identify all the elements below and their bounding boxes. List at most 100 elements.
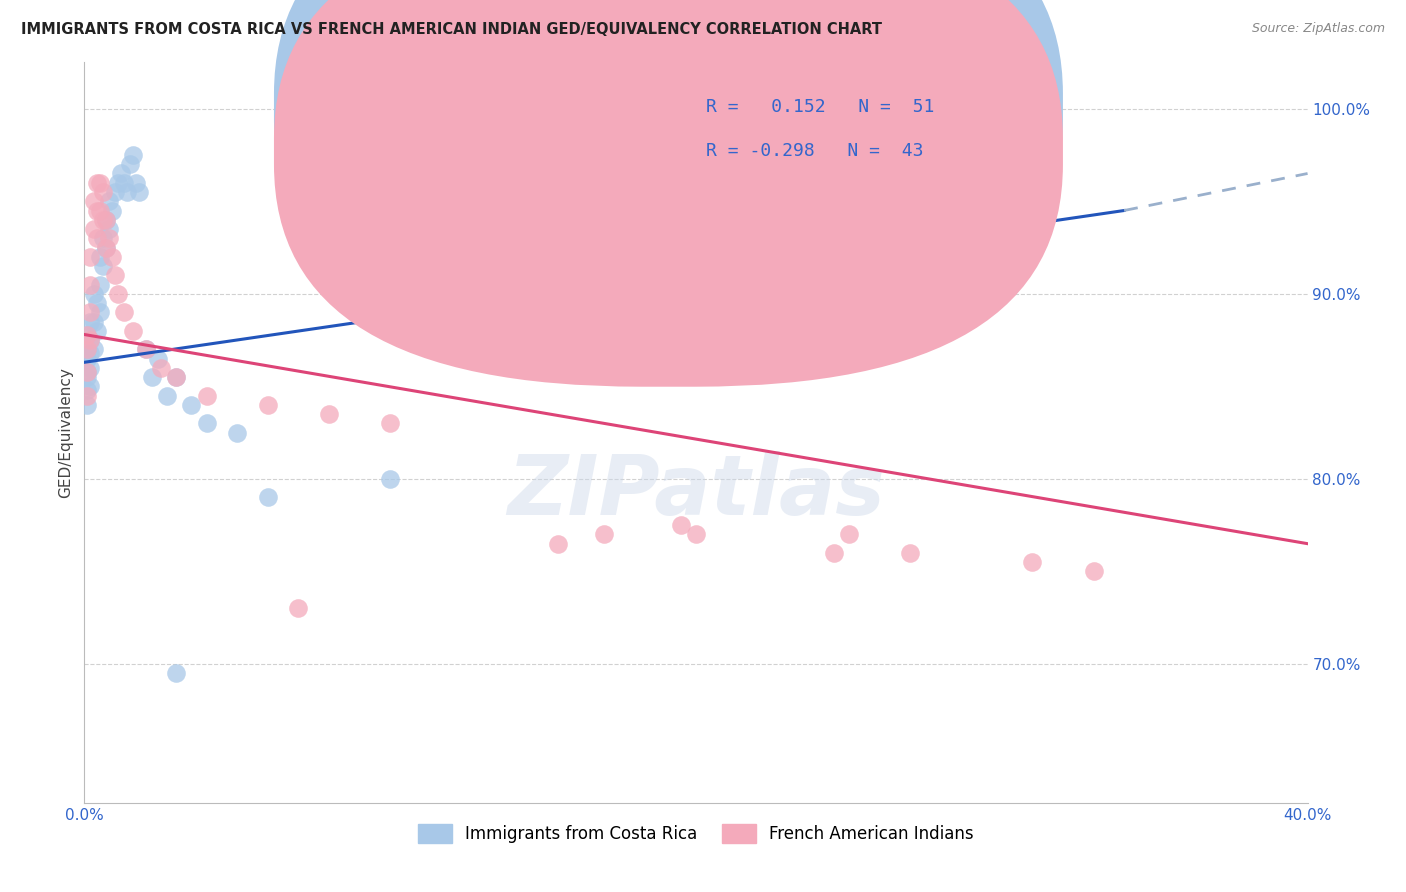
Point bbox=[83, 222, 105, 236]
Point bbox=[107, 176, 129, 190]
Text: IMMIGRANTS FROM COSTA RICA VS FRENCH AMERICAN INDIAN GED/EQUIVALENCY CORRELATION: IMMIGRANTS FROM COSTA RICA VS FRENCH AME… bbox=[21, 22, 882, 37]
Point bbox=[898, 324, 921, 338]
Point bbox=[104, 268, 127, 283]
Point bbox=[380, 472, 402, 486]
Point bbox=[257, 491, 280, 505]
Point bbox=[76, 398, 98, 412]
Point bbox=[94, 212, 117, 227]
Point bbox=[79, 314, 101, 328]
Point bbox=[128, 185, 150, 199]
Point bbox=[89, 277, 111, 292]
Point bbox=[531, 333, 554, 347]
Point bbox=[76, 389, 98, 403]
Point bbox=[380, 417, 402, 431]
Point bbox=[86, 296, 108, 310]
Point bbox=[97, 194, 120, 209]
Point bbox=[669, 518, 692, 533]
Point bbox=[165, 666, 187, 681]
Point bbox=[79, 379, 101, 393]
Text: ZIPatlas: ZIPatlas bbox=[508, 451, 884, 533]
Point bbox=[1083, 565, 1105, 579]
Point bbox=[86, 324, 108, 338]
Text: R =   0.152   N =  51: R = 0.152 N = 51 bbox=[706, 98, 934, 116]
Point bbox=[1021, 555, 1043, 569]
FancyBboxPatch shape bbox=[610, 78, 1002, 192]
Point bbox=[89, 203, 111, 218]
Point bbox=[89, 305, 111, 319]
Y-axis label: GED/Equivalency: GED/Equivalency bbox=[58, 368, 73, 498]
Point bbox=[287, 601, 309, 615]
Point bbox=[91, 212, 114, 227]
Point bbox=[86, 203, 108, 218]
Point bbox=[226, 425, 249, 440]
Point bbox=[76, 327, 98, 342]
Point bbox=[91, 185, 114, 199]
Point bbox=[76, 343, 98, 357]
Point bbox=[83, 194, 105, 209]
Point bbox=[195, 417, 218, 431]
Point bbox=[180, 398, 202, 412]
Point bbox=[94, 240, 117, 254]
Point bbox=[112, 305, 135, 319]
Point bbox=[776, 343, 799, 357]
Point bbox=[112, 176, 135, 190]
Point bbox=[76, 365, 98, 379]
Point bbox=[838, 527, 860, 541]
Point bbox=[120, 157, 142, 171]
Point bbox=[110, 166, 132, 180]
FancyBboxPatch shape bbox=[274, 0, 1063, 387]
Point bbox=[135, 343, 157, 357]
Point bbox=[195, 389, 218, 403]
Point bbox=[76, 365, 98, 379]
Point bbox=[97, 222, 120, 236]
Point bbox=[101, 250, 124, 264]
Point bbox=[86, 176, 108, 190]
Point bbox=[898, 546, 921, 560]
Point bbox=[94, 240, 117, 254]
Point bbox=[165, 370, 187, 384]
Point bbox=[101, 203, 124, 218]
Point bbox=[502, 296, 524, 310]
Point bbox=[79, 360, 101, 375]
Point bbox=[94, 212, 117, 227]
Point bbox=[76, 370, 98, 384]
Point bbox=[89, 250, 111, 264]
Point bbox=[318, 407, 340, 421]
Point bbox=[86, 231, 108, 245]
FancyBboxPatch shape bbox=[274, 0, 1063, 343]
Point bbox=[257, 398, 280, 412]
Point bbox=[141, 370, 163, 384]
Point bbox=[79, 333, 101, 347]
Point bbox=[79, 250, 101, 264]
Point bbox=[135, 343, 157, 357]
Text: Source: ZipAtlas.com: Source: ZipAtlas.com bbox=[1251, 22, 1385, 36]
Point bbox=[89, 176, 111, 190]
Point bbox=[122, 148, 145, 162]
Point bbox=[97, 231, 120, 245]
Text: R = -0.298   N =  43: R = -0.298 N = 43 bbox=[706, 143, 924, 161]
Point bbox=[107, 286, 129, 301]
Point bbox=[104, 185, 127, 199]
Point bbox=[76, 327, 98, 342]
Point bbox=[83, 314, 105, 328]
Point bbox=[156, 389, 179, 403]
Point bbox=[149, 360, 172, 375]
Point bbox=[79, 346, 101, 360]
Point bbox=[79, 305, 101, 319]
Point bbox=[685, 527, 707, 541]
Legend: Immigrants from Costa Rica, French American Indians: Immigrants from Costa Rica, French Ameri… bbox=[412, 817, 980, 850]
Point bbox=[165, 370, 187, 384]
Point bbox=[91, 259, 114, 273]
Point bbox=[79, 333, 101, 347]
Point bbox=[83, 286, 105, 301]
Point bbox=[823, 546, 845, 560]
Point bbox=[125, 176, 148, 190]
Point bbox=[122, 324, 145, 338]
Point bbox=[76, 351, 98, 366]
Point bbox=[91, 231, 114, 245]
Point bbox=[146, 351, 169, 366]
Point bbox=[115, 185, 138, 199]
Point bbox=[83, 343, 105, 357]
Point bbox=[79, 277, 101, 292]
Point bbox=[76, 383, 98, 397]
